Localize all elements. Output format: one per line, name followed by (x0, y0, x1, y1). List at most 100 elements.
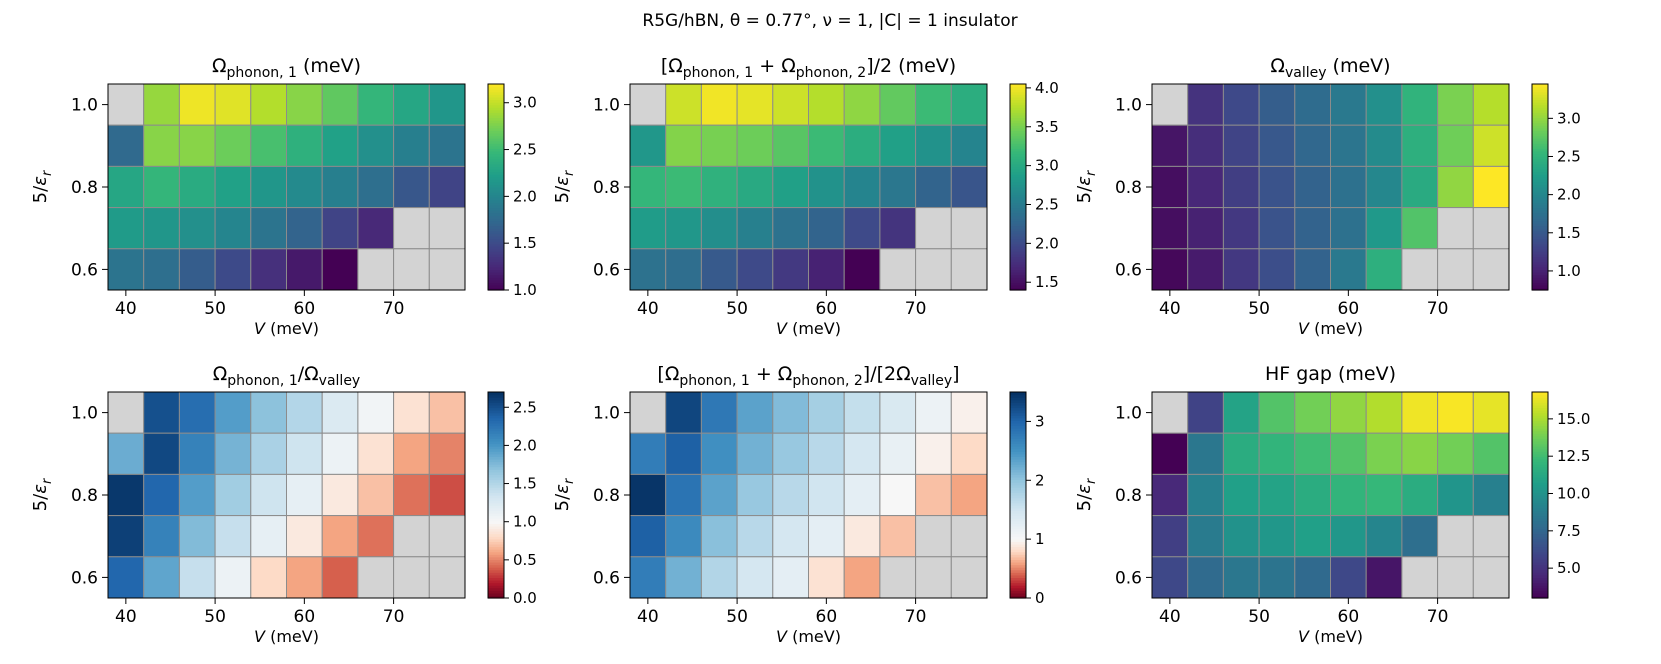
heatmap-cell-empty (1437, 515, 1474, 558)
heatmap-cell (107, 515, 145, 558)
heatmap-cell (1330, 391, 1367, 434)
colorbar-segment (1010, 531, 1026, 535)
heatmap-cell (1258, 124, 1296, 167)
colorbar-segment (488, 536, 504, 540)
colorbar-segment (488, 274, 504, 278)
colorbar-segment (488, 404, 504, 409)
colorbar-segment (488, 176, 504, 180)
heatmap-cell (1365, 248, 1403, 291)
heatmap-cell-empty (950, 556, 988, 599)
y-tick-label: 0.8 (1115, 178, 1142, 198)
heatmap-cell (1258, 515, 1296, 558)
heatmap-cell (879, 473, 917, 517)
heatmap-cell (629, 165, 667, 209)
colorbar-segment (1010, 543, 1026, 548)
heatmap-cell (1222, 207, 1260, 250)
heatmap-cell-empty (393, 556, 430, 599)
heatmap-cell (107, 473, 145, 517)
colorbar-segment (1010, 515, 1026, 519)
heatmap-cell (1437, 391, 1474, 434)
colorbar-segment (488, 559, 504, 563)
heatmap-cell (1437, 473, 1474, 517)
colorbar-segment (1010, 476, 1026, 481)
colorbar-segment (1532, 84, 1548, 88)
y-tick-label: 0.6 (593, 260, 620, 280)
heatmap-cell (214, 473, 252, 517)
heatmap-cell (843, 124, 881, 167)
x-tick-label: 40 (115, 607, 137, 627)
colorbar-tick-label: 1.0 (1557, 262, 1581, 280)
heatmap-cell (1258, 556, 1296, 599)
heatmap-cell (772, 556, 809, 599)
heatmap-cell (250, 515, 288, 558)
heatmap-cell (843, 248, 881, 291)
colorbar-segment (1532, 579, 1548, 584)
heatmap-cell (1151, 515, 1189, 558)
colorbar-segment (1532, 392, 1548, 396)
colorbar-segment (488, 538, 504, 542)
colorbar-segment (1532, 554, 1548, 558)
colorbar-segment (1532, 120, 1548, 124)
colorbar-segment (1010, 561, 1026, 566)
colorbar-segment (488, 564, 504, 568)
colorbar-segment (1532, 243, 1548, 247)
colorbar-tick-label: 1 (1035, 530, 1045, 548)
heatmap-cell (736, 248, 774, 291)
heatmap-cell (772, 165, 809, 209)
colorbar-segment (1532, 523, 1548, 527)
heatmap-cell (665, 432, 702, 475)
colorbar-segment (488, 197, 504, 201)
colorbar-segment (488, 422, 504, 427)
heatmap-cell (1258, 248, 1296, 291)
y-tick-label: 1.0 (1115, 96, 1142, 116)
colorbar-segment (1532, 433, 1548, 437)
heatmap-cell (357, 432, 395, 475)
colorbar-tick-label: 0.5 (513, 551, 537, 569)
colorbar-segment (1010, 104, 1026, 108)
heatmap-cell (178, 391, 216, 434)
colorbar-segment (1010, 569, 1026, 573)
heatmap-cell-empty (1472, 515, 1510, 558)
colorbar-segment (1532, 140, 1548, 144)
heatmap-cell (1365, 165, 1403, 209)
heatmap-cell (357, 83, 395, 126)
heatmap-cell (250, 207, 288, 250)
heatmap-cell (808, 83, 845, 126)
colorbar-segment (1010, 471, 1026, 475)
colorbar-segment (1532, 541, 1548, 545)
colorbar: 1.0 1.5 2.0 2.5 3.0 (487, 83, 537, 299)
heatmap-cell (250, 165, 288, 209)
colorbar-segment (488, 158, 504, 162)
colorbar-tick-label: 2.0 (1557, 186, 1581, 204)
colorbar-segment (488, 271, 504, 276)
colorbar-segment (488, 86, 504, 90)
colorbar-segment (1532, 489, 1548, 494)
heatmap-cell (665, 165, 702, 209)
colorbar-segment (488, 156, 504, 160)
heatmap-cell (879, 83, 917, 126)
colorbar-segment (488, 277, 504, 281)
heatmap-cell-empty (1401, 248, 1439, 291)
colorbar-segment (488, 502, 504, 506)
colorbar-segment (1010, 117, 1026, 121)
colorbar-segment (488, 399, 504, 403)
x-tick-label: 60 (1338, 299, 1360, 319)
heatmap-cell (286, 83, 323, 126)
colorbar-segment (1010, 507, 1026, 512)
colorbar-segment (1532, 515, 1548, 519)
colorbar-segment (1532, 189, 1548, 193)
heatmap-cell (250, 473, 288, 517)
colorbar-tick-label: 1.0 (513, 281, 537, 299)
colorbar-segment (1010, 189, 1026, 193)
heatmap-cell (665, 556, 702, 599)
colorbar-segment (1532, 130, 1548, 134)
colorbar-segment (1532, 253, 1548, 258)
colorbar-segment (1010, 145, 1026, 149)
heatmap-cell (214, 391, 252, 434)
heatmap-cell (321, 556, 359, 599)
colorbar-segment (488, 259, 504, 263)
heatmap-panel-4: 40 50 60 70 1.0 0.8 0.6 V (meV) 5/εr Ωphonon, 1/Ω… (30, 363, 537, 646)
heatmap-cell (1472, 391, 1510, 434)
heatmap-cell (428, 124, 466, 167)
heatmap-cell (665, 207, 702, 250)
